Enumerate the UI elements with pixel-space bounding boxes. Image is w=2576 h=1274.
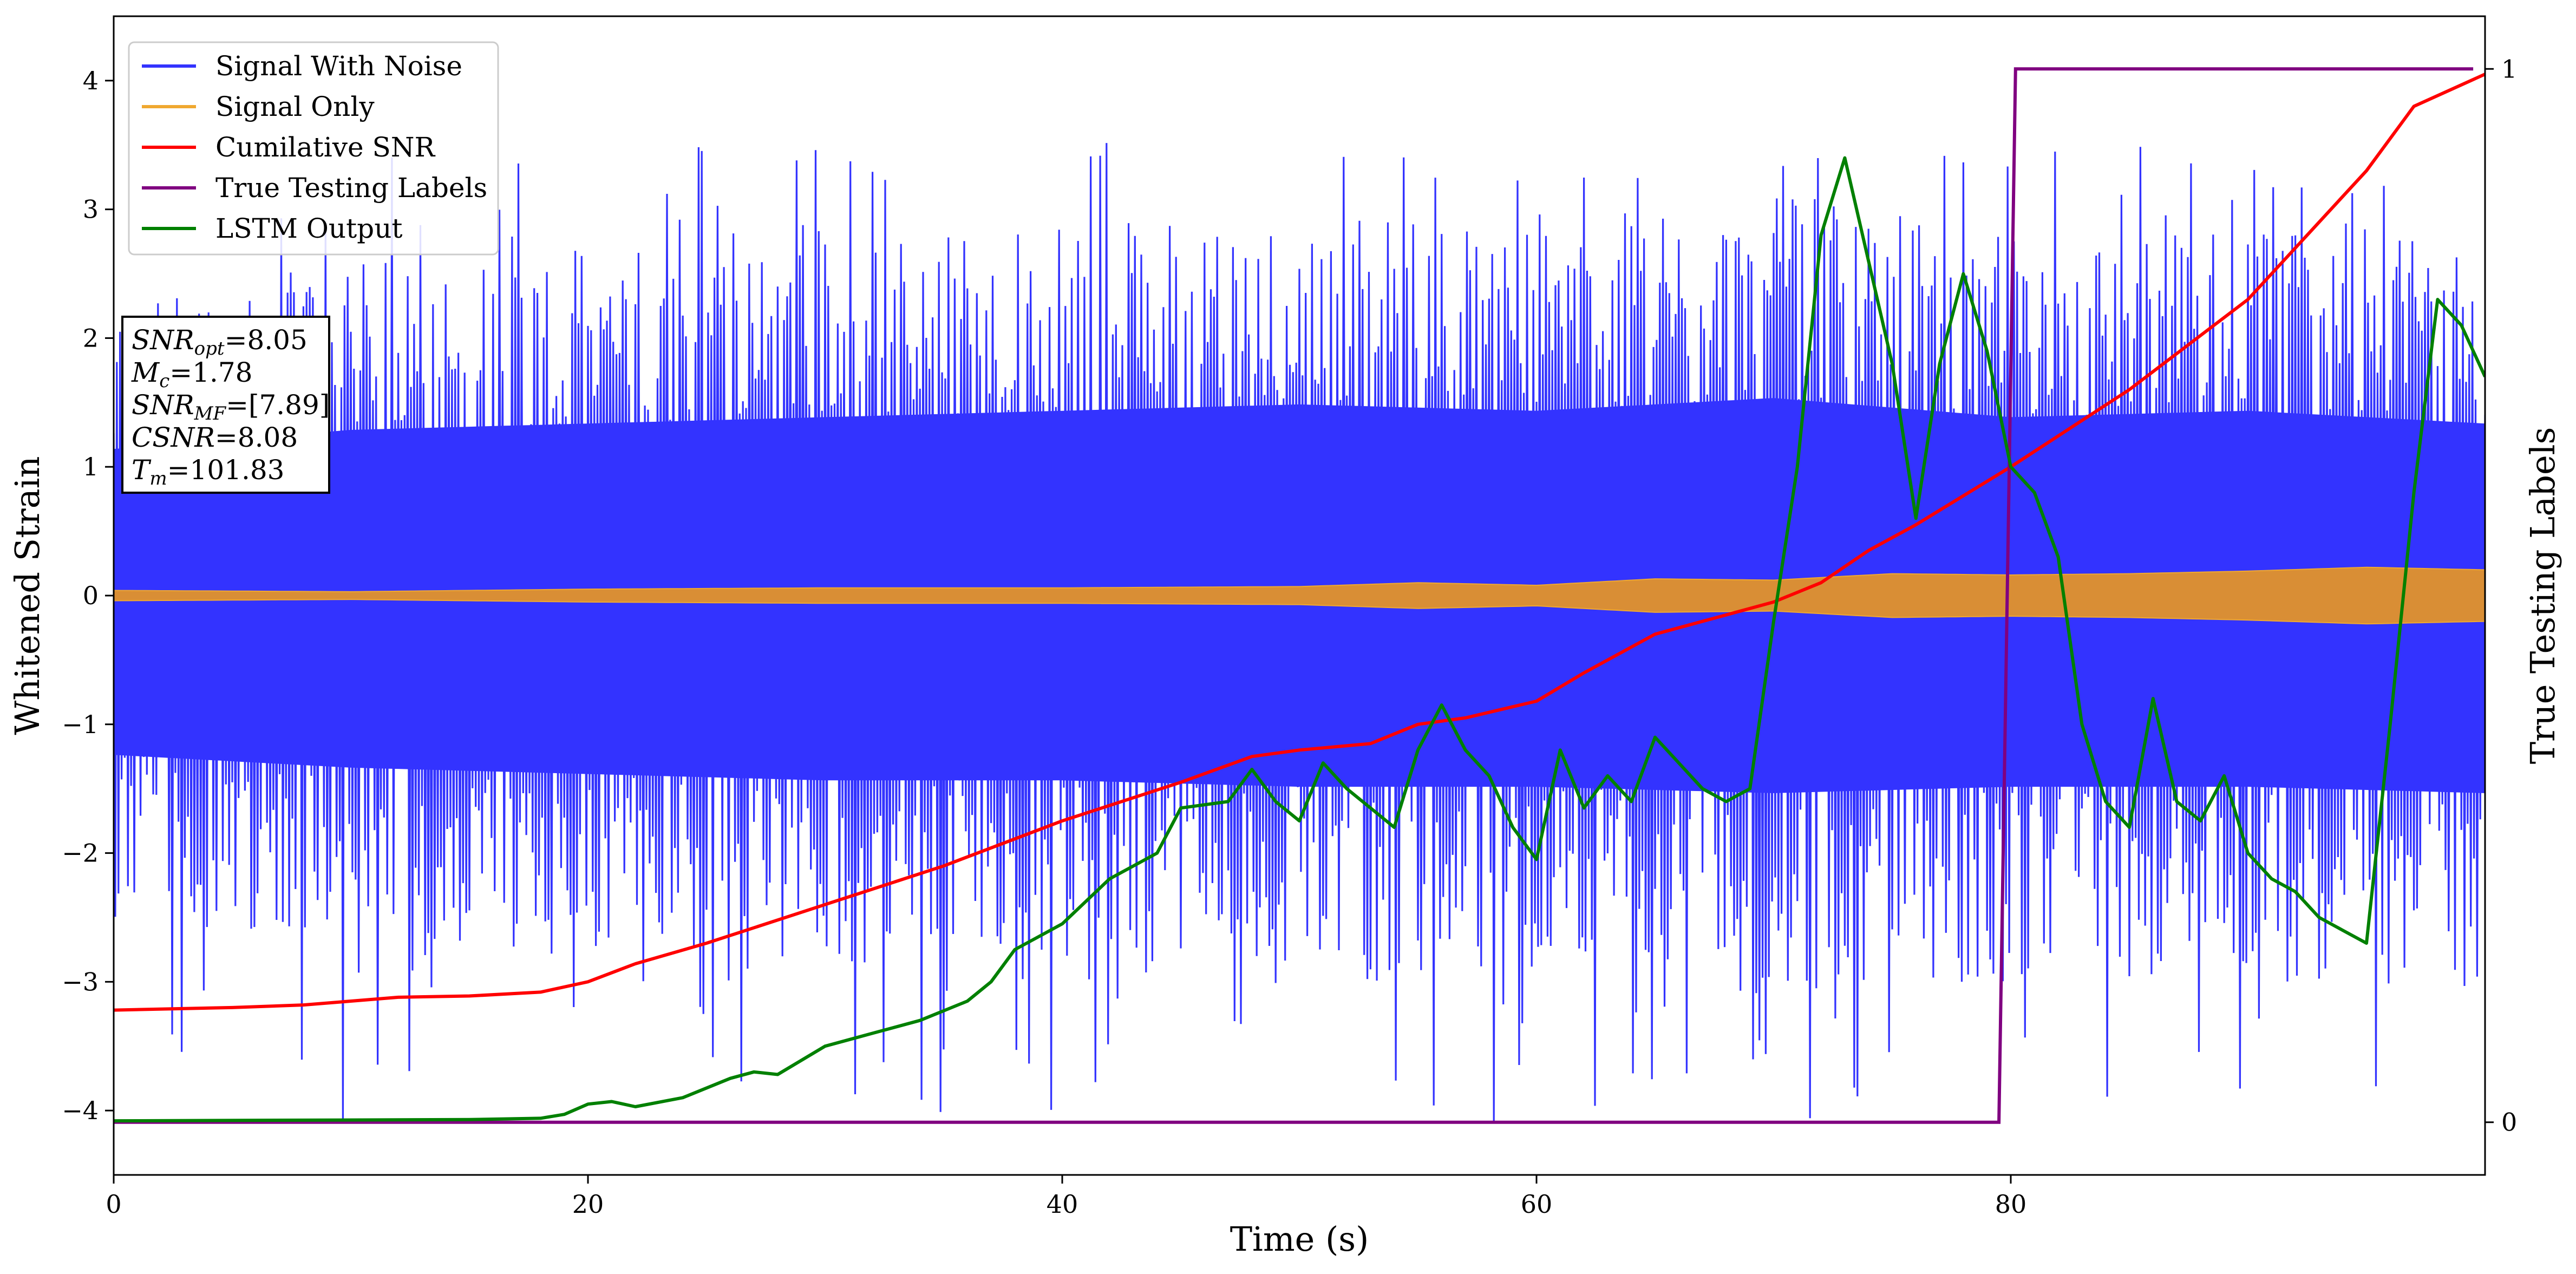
legend: Signal With Noise Signal Only Cumilative S…: [128, 41, 499, 256]
series-lstm-output: [114, 156, 2485, 1123]
y-tick-label: 4: [83, 66, 99, 95]
annotation-line: SNRopt=8.05: [132, 324, 308, 360]
legend-label: Cumilative SNR: [215, 132, 435, 163]
y-tick-label: 0: [83, 581, 99, 610]
legend-label: LSTM Output: [215, 213, 402, 244]
y-tick-label: 1: [83, 452, 99, 481]
y-tick-label: −1: [62, 710, 99, 739]
legend-label: True Testing Labels: [215, 172, 487, 204]
legend-box: [128, 41, 499, 256]
legend-label: Signal Only: [215, 91, 375, 122]
annotation-line: Mc=1.78: [131, 357, 252, 392]
right-axis-ticks: 01: [2485, 54, 2517, 1137]
series-signal-only: [114, 566, 2485, 625]
y-tick-label: −2: [62, 839, 99, 868]
y-axis-label: Whitened Strain: [8, 456, 47, 735]
y-tick-label: 3: [83, 195, 99, 224]
y-tick-label: 2: [83, 323, 99, 352]
right-axis-label: True Testing Labels: [2523, 427, 2562, 765]
annotation-line: CSNR=8.08: [132, 422, 298, 453]
annotation-line: Tm=101.83: [132, 454, 284, 489]
right-tick-label: 0: [2501, 1108, 2517, 1137]
x-tick-label: 60: [1521, 1190, 1553, 1219]
x-tick-label: 20: [572, 1190, 604, 1219]
x-tick-label: 40: [1047, 1190, 1078, 1219]
legend-label: Signal With Noise: [215, 50, 462, 82]
parameter-annotation: SNRopt=8.05Mc=1.78SNRMF=[7.89]CSNR=8.08T…: [121, 316, 330, 494]
x-tick-label: 80: [1995, 1190, 2027, 1219]
x-axis-ticks: 0 20 40 60 80: [106, 1175, 2026, 1219]
y-tick-label: −3: [62, 967, 99, 996]
annotation-box: [121, 316, 330, 494]
y-tick-label: −4: [62, 1096, 99, 1125]
x-tick-label: 0: [106, 1190, 121, 1219]
right-tick-label: 1: [2501, 54, 2517, 83]
series-true-testing-labels: [114, 67, 2474, 1124]
plot-area: [114, 67, 2485, 1124]
y-axis-ticks: −4 −3 −2 −1 0 1 2 3 4: [62, 66, 114, 1125]
x-axis-label: Time (s): [1230, 1219, 1369, 1259]
series-cumilative-snr: [114, 73, 2485, 1012]
annotation-line: SNRMF=[7.89]: [132, 389, 330, 424]
